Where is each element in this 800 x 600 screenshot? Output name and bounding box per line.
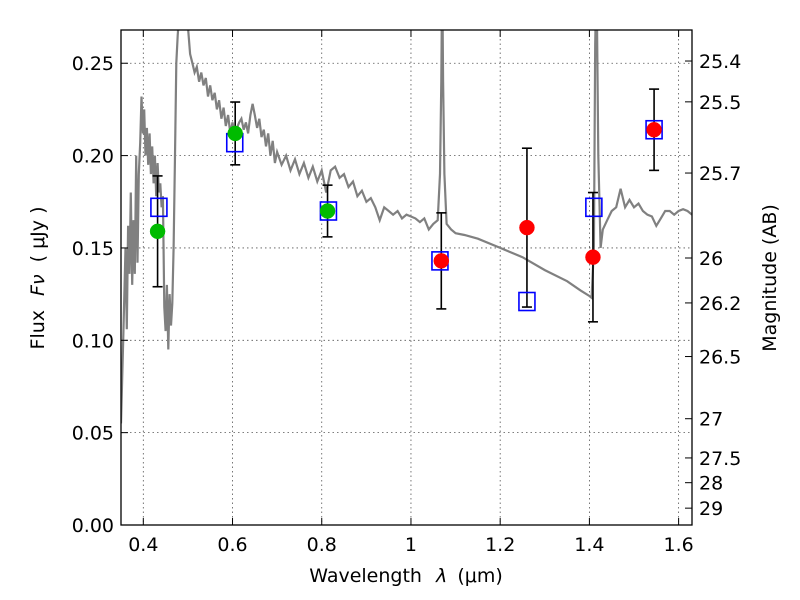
y2-tick-label: 25.5 [699, 92, 741, 114]
observed-point-red [646, 121, 662, 138]
x-tick-label: 1.6 [664, 534, 694, 556]
y2-tick-label: 27 [699, 409, 723, 431]
observed-point-green [227, 125, 243, 142]
observed-flux-points [149, 121, 662, 269]
y2-tick-label: 25.7 [699, 163, 741, 185]
y-axis-unit: ( μJy ) [27, 207, 49, 263]
plot-frame [120, 29, 693, 526]
y2-axis-ticks: 25.4 25.5 25.7 26 26.2 26.5 27 27.5 28 29 [685, 51, 741, 520]
y-tick-label: 0.05 [72, 423, 114, 445]
y-tick-label: 0.10 [72, 330, 114, 352]
y-tick-label: 0.25 [72, 53, 114, 75]
model-spectrum-layer [121, 30, 692, 424]
model-photometry-square [645, 119, 663, 140]
x-tick-label: 1.2 [485, 534, 515, 556]
model-photometry-square [518, 291, 536, 312]
grid-lines [121, 30, 692, 525]
plot-background [121, 30, 692, 525]
x-tick-label: 1 [405, 534, 417, 556]
x-tick-label: 0.8 [307, 534, 337, 556]
y2-tick-label: 26.5 [699, 347, 741, 369]
y-axis-ticks: 0.00 0.05 0.10 0.15 0.20 0.25 [72, 53, 128, 537]
observed-point-red [433, 253, 450, 269]
y2-axis-title: Magnitude (AB) [759, 204, 781, 352]
y2-tick-label: 29 [699, 498, 723, 520]
x-axis-symbol: λ [435, 565, 447, 587]
y2-tick-label: 26.2 [699, 293, 741, 315]
y2-tick-label: 25.4 [699, 51, 741, 73]
observed-point-green [149, 223, 166, 240]
y2-tick-label: 28 [699, 473, 723, 495]
y-tick-label: 0.00 [72, 515, 114, 537]
y-tick-label: 0.15 [72, 238, 114, 260]
x-axis-title: Wavelength λ (μm) [309, 565, 502, 587]
observed-point-green [319, 203, 336, 219]
x-axis-unit: (μm) [457, 565, 502, 587]
x-tick-label: 0.4 [128, 534, 158, 556]
x-axis-label-text: Wavelength [309, 565, 422, 587]
model-photometry-square [150, 197, 168, 218]
y2-tick-label: 26 [699, 248, 723, 270]
x-tick-label: 1.4 [574, 534, 604, 556]
y-axis-title: Flux Fν ( μJy ) [27, 207, 49, 350]
y2-tick-label: 27.5 [699, 448, 741, 470]
model-spectrum-line [121, 30, 692, 424]
x-tick-label: 0.6 [217, 534, 247, 556]
observed-point-red [585, 249, 601, 265]
observed-point-red [519, 219, 535, 236]
model-photometry-square [585, 197, 603, 218]
y-axis-label-text: Flux [27, 310, 49, 350]
x-axis-ticks: 0.4 0.6 0.8 1 1.2 1.4 1.6 [128, 30, 694, 556]
y-axis-symbol: Fν [27, 274, 49, 296]
y-tick-label: 0.20 [72, 146, 114, 168]
